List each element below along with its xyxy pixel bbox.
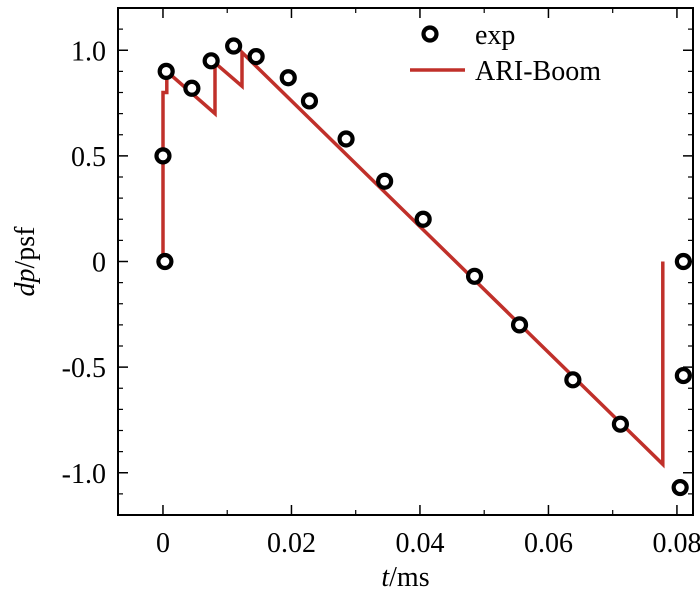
exp-data-point: [247, 47, 265, 66]
exp-data-point: [510, 316, 529, 334]
scatter-series-group: [154, 37, 692, 497]
y-axis-label-unit: /psf: [10, 226, 41, 269]
y-tick-label: 0.5: [71, 142, 106, 173]
x-tick-label: 0.06: [524, 528, 573, 559]
exp-data-point: [156, 252, 174, 271]
exp-data-point: [674, 366, 692, 385]
x-tick-label: 0: [156, 528, 170, 559]
exp-data-point: [279, 69, 297, 87]
y-tick-label: 1.0: [71, 36, 106, 67]
ari-boom-line: [161, 48, 665, 469]
legend-exp-marker: [421, 25, 439, 43]
exp-data-point: [414, 210, 432, 228]
y-axis-label: dp/psf: [10, 226, 41, 297]
exp-data-point: [300, 92, 319, 110]
axis-labels-group: t/ms dp/psf: [10, 226, 430, 593]
y-axis-label-variable: dp: [10, 269, 41, 297]
exp-data-point: [225, 37, 243, 55]
y-tick-label: -0.5: [62, 353, 106, 384]
line-series-group: [161, 48, 665, 469]
exp-data-point: [183, 79, 201, 97]
x-axis-label-unit: /ms: [389, 562, 429, 593]
exp-data-point: [337, 130, 355, 148]
exp-data-point: [611, 415, 630, 433]
exp-data-point: [154, 147, 172, 165]
exp-data-point: [465, 267, 484, 285]
legend-ari-boom-label: ARI-Boom: [475, 56, 601, 87]
x-tick-label: 0.08: [652, 528, 700, 559]
plot-frame: [117, 7, 694, 516]
y-tick-label: -1.0: [62, 459, 106, 490]
legend-exp-label: exp: [475, 20, 515, 51]
x-axis-label: t/ms: [381, 562, 429, 593]
exp-data-point: [674, 252, 692, 271]
y-tick-label: 0: [92, 248, 106, 279]
exp-data-point: [564, 371, 582, 389]
x-tick-label: 0.02: [267, 528, 316, 559]
axis-ticks-group: 0 0.02 0.04 0.06 0.08 -1.0 -0.5 0 0.5 1.0: [62, 8, 700, 559]
x-axis-label-variable: t: [381, 562, 390, 593]
exp-data-point: [157, 62, 175, 80]
exp-data-point: [671, 478, 689, 497]
exp-data-point: [202, 52, 220, 70]
x-tick-label: 0.04: [395, 528, 444, 559]
legend: exp ARI-Boom: [410, 20, 601, 87]
exp-data-point: [376, 172, 394, 190]
plot-frame-group: [117, 7, 694, 516]
